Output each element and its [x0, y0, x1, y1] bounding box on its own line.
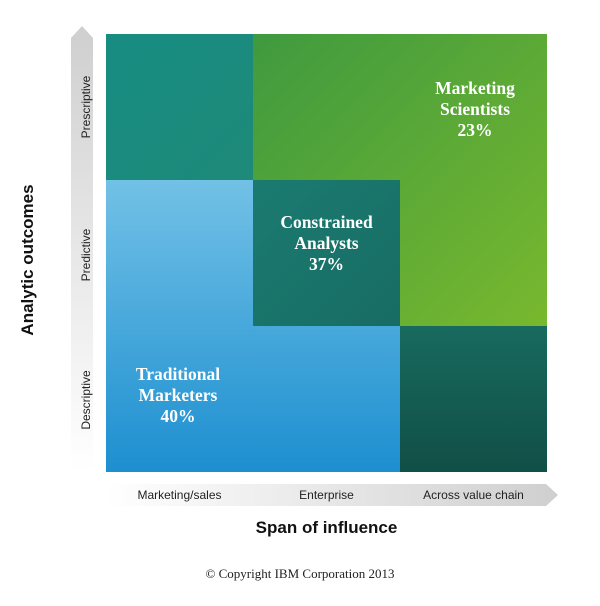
traditional-marketers-label: Traditional Marketers 40%	[108, 364, 248, 427]
constrained-analysts-percent: 37%	[309, 254, 344, 274]
cell-prescriptive-marketing	[106, 34, 253, 180]
x-tick-marketing-sales: Marketing/sales	[137, 488, 222, 502]
constrained-analysts-label: Constrained Analysts 37%	[256, 212, 397, 275]
constrained-analysts-line1: Constrained	[280, 212, 373, 232]
marketing-scientists-line2: Scientists	[440, 99, 510, 119]
marketing-scientists-line1: Marketing	[435, 78, 515, 98]
marketing-scientists-label: Marketing Scientists 23%	[406, 78, 544, 141]
traditional-marketers-line1: Traditional	[135, 364, 221, 384]
copyright-notice: © Copyright IBM Corporation 2013	[205, 566, 395, 581]
constrained-analysts-line2: Analysts	[294, 233, 359, 253]
x-tick-across-value-chain: Across value chain	[423, 488, 524, 502]
marketing-scientists-percent: 23%	[457, 120, 493, 140]
traditional-marketers-line2: Marketers	[138, 385, 218, 405]
traditional-marketers-percent: 40%	[160, 406, 196, 426]
segment-grid: Marketing Scientists 23% Constrained Ana…	[106, 34, 547, 472]
cell-descriptive-value-chain	[400, 326, 547, 472]
cell-constrained-analysts	[253, 180, 400, 326]
x-tick-enterprise: Enterprise	[299, 488, 354, 502]
x-axis-title: Span of influence	[255, 518, 398, 537]
grid-shapes	[106, 34, 547, 472]
